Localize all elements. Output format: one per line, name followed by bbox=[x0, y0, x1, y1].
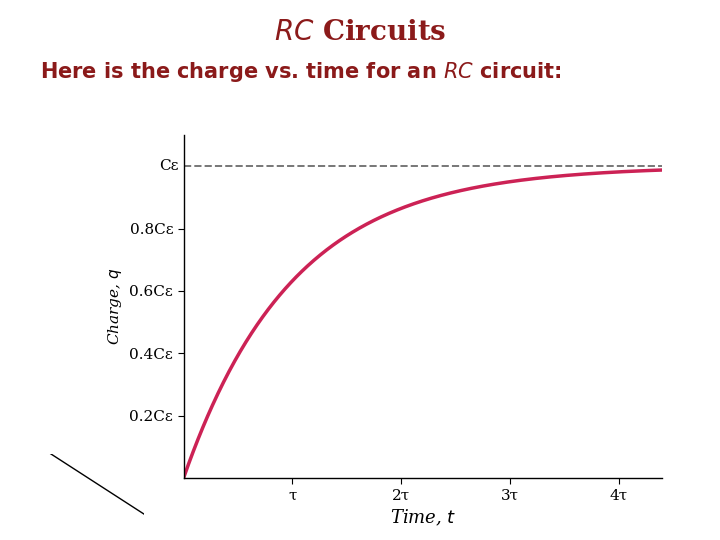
Polygon shape bbox=[50, 454, 144, 514]
Text: Here is the charge vs. time for an $\it{RC}$ circuit:: Here is the charge vs. time for an $\it{… bbox=[40, 60, 562, 84]
X-axis label: Time, $t$: Time, $t$ bbox=[390, 508, 456, 528]
Text: $\it{RC}$ Circuits: $\it{RC}$ Circuits bbox=[274, 19, 446, 46]
Text: Cε: Cε bbox=[159, 159, 179, 173]
Y-axis label: Charge, $q$: Charge, $q$ bbox=[106, 268, 124, 345]
